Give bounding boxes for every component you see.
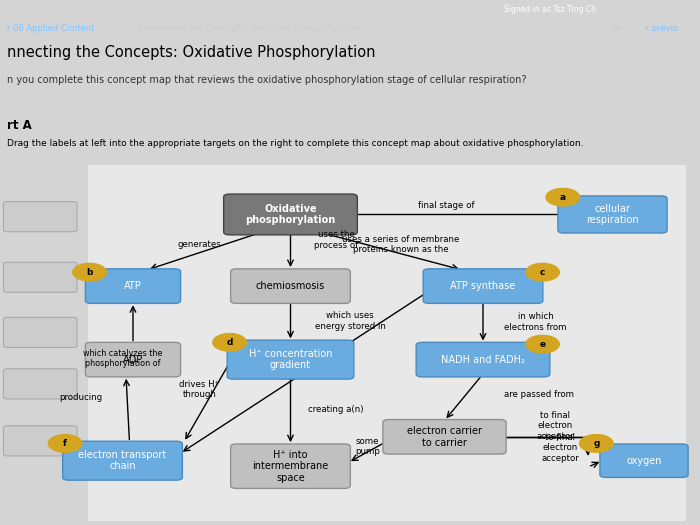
FancyBboxPatch shape [4,426,77,456]
Text: ADP: ADP [123,354,143,365]
Text: c: c [540,268,545,277]
FancyBboxPatch shape [600,444,688,477]
Text: Re: Re [612,24,623,33]
Text: Signed in as Tsz Ting Ch: Signed in as Tsz Ting Ch [504,5,596,15]
Text: f: f [63,439,67,448]
Text: generates: generates [178,240,221,249]
Text: creating a(n): creating a(n) [308,405,364,414]
FancyBboxPatch shape [4,317,77,348]
Text: H⁺ concentration
gradient: H⁺ concentration gradient [248,349,332,371]
Text: are passed from: are passed from [504,390,574,399]
FancyBboxPatch shape [383,419,506,454]
Text: producing: producing [59,393,102,402]
Text: NADH and FADH₂: NADH and FADH₂ [441,354,525,365]
FancyBboxPatch shape [4,202,77,232]
Text: d: d [226,338,233,347]
FancyBboxPatch shape [4,262,77,292]
Circle shape [73,264,106,281]
Text: chemiosmosis: chemiosmosis [256,281,325,291]
Text: H⁺ into
intermembrane
space: H⁺ into intermembrane space [253,449,328,483]
Text: which uses
energy stored in: which uses energy stored in [314,311,386,331]
Text: Connecting the Concepts: Oxidative Phosphorylation: Connecting the Concepts: Oxidative Phosp… [133,24,361,33]
Text: some
pump: some pump [355,437,380,456]
Text: ATP: ATP [124,281,142,291]
FancyBboxPatch shape [227,340,354,379]
Text: electron transport
chain: electron transport chain [78,450,167,471]
FancyBboxPatch shape [63,441,182,480]
FancyBboxPatch shape [224,194,357,235]
Text: Drag the labels at left into the appropriate targets on the right to complete th: Drag the labels at left into the appropr… [7,139,584,148]
Text: rt A: rt A [7,119,31,132]
Text: n you complete this concept map that reviews the oxidative phosphorylation stage: n you complete this concept map that rev… [7,75,526,85]
Text: e: e [540,340,545,349]
Text: ATP synthase: ATP synthase [450,281,516,291]
Text: nnecting the Concepts: Oxidative Phosphorylation: nnecting the Concepts: Oxidative Phospho… [7,45,375,60]
Text: electron carrier
to carrier: electron carrier to carrier [407,426,482,448]
Text: in which
electrons from: in which electrons from [504,312,567,332]
Circle shape [546,188,580,206]
FancyBboxPatch shape [230,269,350,303]
Circle shape [48,435,82,452]
FancyBboxPatch shape [88,165,686,521]
FancyBboxPatch shape [423,269,542,303]
Text: g: g [593,439,600,448]
FancyBboxPatch shape [85,342,181,377]
Text: b: b [86,268,93,277]
Text: to final
electron
acceptor: to final electron acceptor [536,411,574,440]
Text: uses the
process of: uses the process of [314,230,358,250]
Text: to final
electron
acceptor: to final electron acceptor [541,433,579,463]
Text: which catalyzes the
phosphorylation of: which catalyzes the phosphorylation of [83,349,162,368]
Text: Oxidative
phosphorylation: Oxidative phosphorylation [246,204,335,225]
Text: cellular
respiration: cellular respiration [586,204,639,225]
FancyBboxPatch shape [416,342,550,377]
Circle shape [526,335,559,353]
FancyBboxPatch shape [230,444,350,488]
Text: r 06 Applied Content: r 06 Applied Content [7,24,94,33]
Text: a: a [560,193,566,202]
FancyBboxPatch shape [558,196,667,233]
Circle shape [526,264,559,281]
Text: oxygen: oxygen [626,456,662,466]
Text: « previo: « previo [644,24,678,33]
Circle shape [213,333,246,351]
FancyBboxPatch shape [4,369,77,399]
Circle shape [580,435,613,452]
FancyBboxPatch shape [85,269,181,303]
Text: uses a series of membrane
proteins known as the: uses a series of membrane proteins known… [342,235,459,254]
Text: drives H⁺
through: drives H⁺ through [179,380,220,400]
Text: final stage of: final stage of [418,201,474,210]
